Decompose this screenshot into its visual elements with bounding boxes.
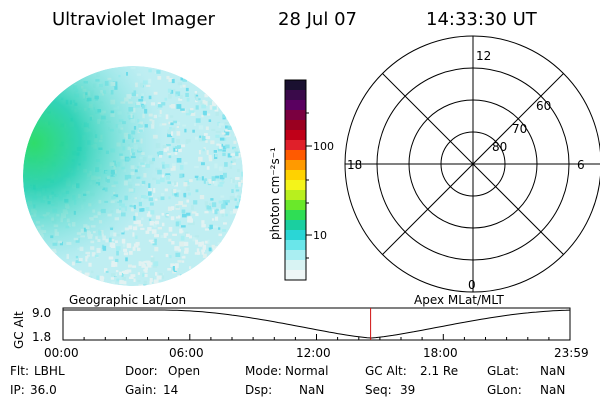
polar-lat-60-label: 60 bbox=[536, 99, 551, 113]
timeline-x-tick-2359: 23:59 bbox=[554, 346, 589, 360]
altitude-curve bbox=[63, 309, 571, 339]
timeline-y-tick-bottom: 1.8 bbox=[32, 330, 51, 344]
glat-value: NaN bbox=[540, 364, 565, 378]
time-label: 14:33:30 UT bbox=[426, 9, 538, 30]
seq-label: Seq: bbox=[365, 383, 392, 397]
timeline-left-title: Geographic Lat/Lon bbox=[69, 293, 186, 307]
glat-label: GLat: bbox=[487, 364, 519, 378]
colorbar-tick-100: 100 bbox=[313, 140, 334, 153]
instrument-title: Ultraviolet Imager bbox=[52, 9, 216, 30]
timeline-x-tick-1200: 12:00 bbox=[296, 346, 331, 360]
mode-label: Mode: bbox=[245, 364, 282, 378]
timeline-x-tick-0600: 06:00 bbox=[169, 346, 204, 360]
timeline-y-tick-top: 9.0 bbox=[32, 306, 51, 320]
door-value: Open bbox=[168, 364, 200, 378]
orbit-timeline: Geographic Lat/Lon Apex MLat/MLT GC Alt … bbox=[12, 293, 589, 360]
ip-label: IP: bbox=[10, 383, 25, 397]
polar-mlt-6-label: 6 bbox=[577, 158, 585, 172]
polar-mlt-18-label: 18 bbox=[347, 158, 362, 172]
timeline-right-title: Apex MLat/MLT bbox=[414, 293, 504, 307]
glon-label: GLon: bbox=[487, 383, 522, 397]
timeline-x-tick-0000: 00:00 bbox=[44, 346, 79, 360]
dsp-label: Dsp: bbox=[245, 383, 272, 397]
glon-value: NaN bbox=[540, 383, 565, 397]
polar-lat-80-label: 80 bbox=[492, 140, 507, 154]
status-footer: Flt: LBHL Door: Open Mode: Normal GC Alt… bbox=[10, 364, 565, 397]
date-label: 28 Jul 07 bbox=[278, 9, 357, 30]
color-bar: 100 10 photon cm⁻²s⁻¹ bbox=[268, 79, 334, 281]
flt-label: Flt: bbox=[10, 364, 29, 378]
colorbar-unit-label: photon cm⁻²s⁻¹ bbox=[268, 147, 282, 240]
polar-lat-70-label: 70 bbox=[512, 122, 527, 136]
colorbar-tick-10: 10 bbox=[313, 229, 327, 242]
polar-mlt-grid bbox=[344, 35, 600, 293]
dsp-value: NaN bbox=[299, 383, 324, 397]
timeline-y-axis-label: GC Alt bbox=[12, 311, 26, 349]
gain-value: 14 bbox=[163, 383, 178, 397]
mode-value: Normal bbox=[285, 364, 328, 378]
timeline-x-tick-1800: 18:00 bbox=[423, 346, 458, 360]
gain-label: Gain: bbox=[125, 383, 157, 397]
door-label: Door: bbox=[125, 364, 158, 378]
uv-earth-disk-image bbox=[23, 66, 243, 286]
gc-alt-value: 2.1 Re bbox=[420, 364, 458, 378]
flt-value: LBHL bbox=[34, 364, 65, 378]
gc-alt-label: GC Alt: bbox=[365, 364, 407, 378]
ip-value: 36.0 bbox=[30, 383, 57, 397]
polar-mlt-12-label: 12 bbox=[476, 49, 491, 63]
seq-value: 39 bbox=[400, 383, 415, 397]
polar-mlt-0-label: 0 bbox=[468, 278, 476, 292]
